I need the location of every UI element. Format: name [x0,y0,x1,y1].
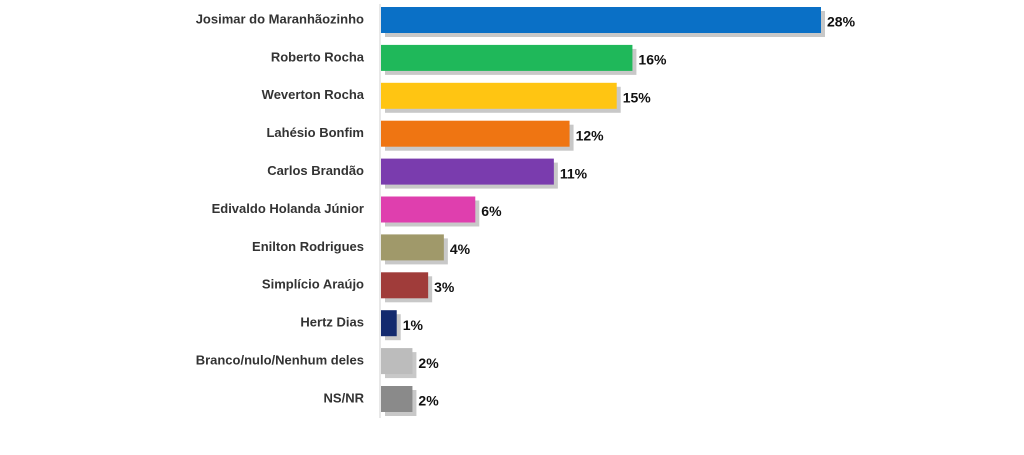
bar [381,120,570,147]
category-label: Branco/nulo/Nenhum deles [196,353,364,368]
value-label: 3% [434,279,455,295]
category-label: Carlos Brandão [267,163,364,178]
value-label: 2% [418,393,439,409]
category-label: NS/NR [324,390,365,405]
category-label: Roberto Rocha [271,49,365,64]
value-label: 4% [450,241,471,257]
bar [381,44,633,71]
value-label: 12% [576,127,605,143]
category-label: Lahésio Bonfim [266,125,364,140]
category-label: Edivaldo Holanda Júnior [212,201,364,216]
category-label: Hertz Dias [300,315,364,330]
value-label: 2% [418,355,439,371]
value-label: 16% [638,52,667,68]
value-label: 1% [403,317,424,333]
value-label: 11% [560,165,588,181]
bar [381,196,476,223]
value-label: 15% [623,90,652,106]
bar [381,7,821,33]
category-label: Josimar do Maranhãozinho [196,11,364,26]
bar [381,386,413,412]
value-label: 28% [827,14,856,30]
category-label: Weverton Rocha [262,87,365,102]
bar [381,272,429,299]
bar [381,234,444,261]
category-label: Enilton Rodrigues [252,239,364,254]
bar [381,82,617,109]
bar [381,310,397,337]
bar [381,158,554,185]
category-label: Simplício Araújo [262,277,364,292]
value-label: 6% [481,203,502,219]
bar [381,348,413,375]
